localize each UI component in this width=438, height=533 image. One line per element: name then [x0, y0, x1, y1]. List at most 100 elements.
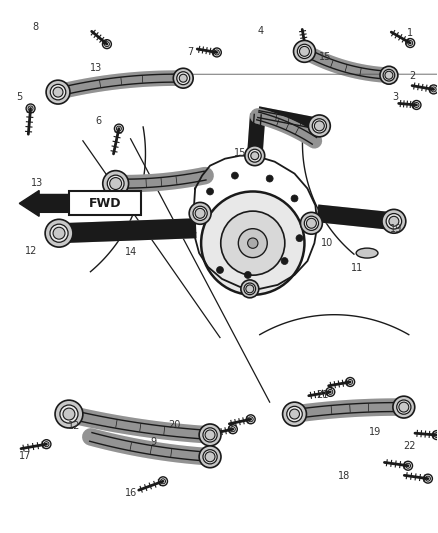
Text: 5: 5	[17, 92, 23, 102]
Text: 14: 14	[125, 247, 137, 257]
Circle shape	[107, 175, 124, 192]
Circle shape	[212, 48, 221, 57]
Circle shape	[296, 235, 303, 241]
Circle shape	[380, 66, 398, 84]
Circle shape	[205, 452, 215, 462]
Circle shape	[393, 396, 415, 418]
Circle shape	[53, 227, 65, 239]
Circle shape	[245, 146, 265, 166]
Circle shape	[46, 80, 70, 104]
Text: 11: 11	[351, 263, 364, 272]
Circle shape	[291, 195, 298, 202]
Circle shape	[399, 402, 409, 412]
Circle shape	[53, 87, 63, 97]
Text: 2: 2	[410, 71, 416, 81]
Circle shape	[244, 271, 251, 278]
Text: 17: 17	[19, 451, 32, 461]
Text: 8: 8	[32, 22, 39, 32]
Text: 1: 1	[407, 28, 413, 38]
Circle shape	[304, 216, 318, 230]
Circle shape	[241, 280, 259, 298]
Circle shape	[397, 400, 411, 414]
Circle shape	[424, 474, 432, 483]
Circle shape	[205, 430, 215, 440]
Text: 16: 16	[125, 488, 137, 498]
Circle shape	[189, 203, 211, 224]
Circle shape	[314, 121, 324, 131]
Circle shape	[290, 409, 300, 419]
Circle shape	[307, 219, 316, 228]
Circle shape	[114, 124, 124, 133]
Circle shape	[383, 69, 395, 81]
Circle shape	[238, 229, 267, 257]
Text: 10: 10	[321, 238, 333, 248]
Text: 7: 7	[187, 47, 194, 57]
Circle shape	[45, 219, 73, 247]
Circle shape	[196, 209, 204, 217]
Circle shape	[60, 405, 78, 423]
Circle shape	[251, 152, 259, 160]
Circle shape	[432, 431, 438, 440]
Circle shape	[103, 171, 129, 197]
Text: 13: 13	[31, 178, 43, 188]
Circle shape	[300, 46, 309, 56]
FancyBboxPatch shape	[69, 191, 141, 215]
Circle shape	[173, 68, 193, 88]
Text: 12: 12	[68, 422, 81, 431]
Circle shape	[385, 71, 393, 79]
Circle shape	[293, 41, 315, 62]
FancyArrow shape	[19, 190, 69, 216]
Text: 6: 6	[95, 116, 101, 126]
Circle shape	[412, 101, 421, 109]
Circle shape	[207, 188, 214, 195]
Circle shape	[382, 209, 406, 233]
Circle shape	[201, 191, 304, 295]
Circle shape	[221, 211, 285, 275]
Text: FWD: FWD	[88, 197, 121, 210]
Circle shape	[102, 39, 111, 49]
Circle shape	[346, 377, 355, 386]
Circle shape	[179, 74, 187, 82]
Text: 15: 15	[319, 52, 332, 62]
Circle shape	[312, 119, 326, 133]
Circle shape	[429, 85, 438, 94]
Circle shape	[193, 206, 207, 221]
Circle shape	[308, 115, 330, 137]
Circle shape	[110, 177, 122, 190]
Circle shape	[50, 224, 68, 243]
Circle shape	[55, 400, 83, 428]
Circle shape	[199, 446, 221, 468]
Circle shape	[247, 238, 258, 248]
Circle shape	[246, 415, 255, 424]
Text: 3: 3	[392, 92, 398, 102]
Text: 4: 4	[257, 26, 263, 36]
Circle shape	[386, 214, 402, 229]
Text: 9: 9	[151, 438, 157, 447]
Circle shape	[194, 207, 206, 219]
Circle shape	[301, 43, 310, 52]
Circle shape	[287, 406, 302, 422]
Circle shape	[326, 387, 335, 397]
Circle shape	[307, 219, 315, 227]
Circle shape	[195, 208, 205, 219]
Circle shape	[177, 72, 190, 85]
Ellipse shape	[356, 248, 378, 258]
Circle shape	[306, 217, 317, 229]
Circle shape	[203, 450, 217, 464]
Circle shape	[281, 257, 288, 264]
Circle shape	[303, 214, 320, 232]
Circle shape	[50, 84, 66, 100]
Circle shape	[159, 477, 167, 486]
Circle shape	[191, 204, 209, 222]
Circle shape	[42, 440, 51, 449]
Text: 20: 20	[169, 421, 181, 430]
Circle shape	[246, 285, 254, 293]
Circle shape	[199, 424, 221, 446]
Circle shape	[403, 461, 413, 470]
Text: 12: 12	[25, 246, 37, 256]
Circle shape	[244, 283, 256, 295]
Text: 18: 18	[338, 471, 350, 481]
Text: 22: 22	[403, 440, 416, 450]
Circle shape	[228, 425, 237, 434]
Circle shape	[203, 428, 217, 442]
